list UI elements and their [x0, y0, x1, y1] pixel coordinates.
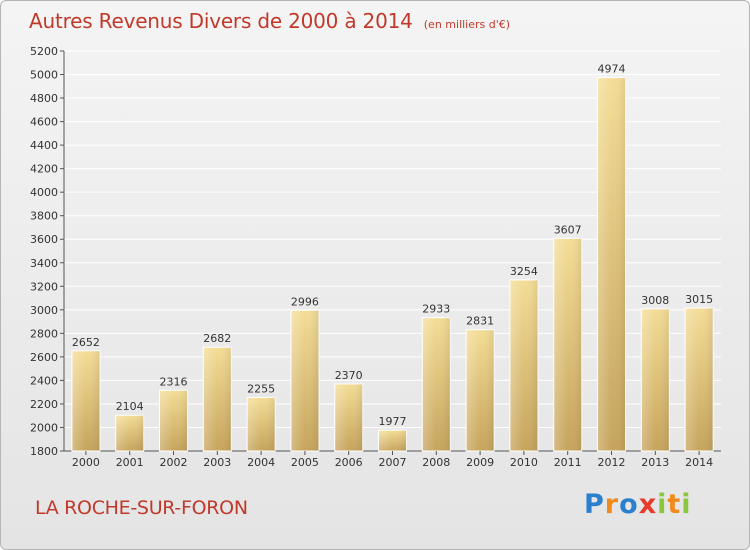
bar-shading [290, 310, 319, 451]
y-tick-label: 3200 [30, 280, 58, 293]
x-tick-label: 2006 [335, 456, 363, 469]
data-label: 2370 [335, 369, 363, 382]
x-tick-label: 2002 [160, 456, 188, 469]
data-label: 3008 [641, 294, 669, 307]
x-tick-label: 2011 [554, 456, 582, 469]
data-label: 3607 [554, 223, 582, 236]
bar-shading [247, 397, 276, 451]
logo-letter: t [667, 489, 682, 520]
x-tick-label: 2004 [247, 456, 275, 469]
y-tick-label: 5000 [30, 69, 58, 82]
logo-letter: P [584, 489, 605, 520]
y-tick-label: 4600 [30, 116, 58, 129]
bar-shading [334, 383, 363, 451]
logo-letter: x [638, 489, 658, 520]
data-label: 1977 [379, 415, 407, 428]
data-label: 2255 [247, 382, 275, 395]
y-tick-label: 4000 [30, 186, 58, 199]
data-label: 2682 [203, 332, 231, 345]
chart-title: Autres Revenus Divers de 2000 à 2014 [29, 9, 413, 33]
x-tick-label: 2007 [379, 456, 407, 469]
x-tick-label: 2003 [203, 456, 231, 469]
y-tick-label: 3600 [30, 233, 58, 246]
bar-shading [553, 238, 582, 451]
x-tick-label: 2008 [422, 456, 450, 469]
data-label: 3015 [685, 293, 713, 306]
bar-shading [685, 308, 714, 451]
y-tick-label: 1800 [30, 445, 58, 458]
bar-shading [71, 350, 100, 451]
bar-shading [159, 390, 188, 451]
y-tick-label: 4200 [30, 163, 58, 176]
proxiti-logo: Proxiti [584, 489, 692, 520]
x-tick-label: 2010 [510, 456, 538, 469]
x-tick-label: 2013 [641, 456, 669, 469]
x-tick-label: 2014 [685, 456, 713, 469]
y-tick-label: 2600 [30, 351, 58, 364]
y-tick-label: 4400 [30, 139, 58, 152]
data-label: 2933 [422, 303, 450, 316]
data-label: 2316 [160, 375, 188, 388]
bar-shading [422, 317, 451, 451]
y-tick-label: 2800 [30, 327, 58, 340]
logo-letter: o [619, 489, 639, 520]
data-label: 2104 [116, 400, 144, 413]
y-tick-label: 2200 [30, 398, 58, 411]
data-label: 2831 [466, 315, 494, 328]
chart-subtitle: (en milliers d'€) [423, 18, 511, 31]
x-tick-label: 2005 [291, 456, 319, 469]
logo-letter: i [657, 489, 668, 520]
logo-letter: i [681, 489, 692, 520]
bar-shading [641, 308, 670, 451]
y-tick-label: 3800 [30, 210, 58, 223]
x-tick-label: 2001 [116, 456, 144, 469]
y-tick-label: 3000 [30, 304, 58, 317]
x-tick-label: 2012 [598, 456, 626, 469]
bar-shading [597, 77, 626, 452]
title-row: Autres Revenus Divers de 2000 à 2014 (en… [29, 9, 510, 33]
x-tick-label: 2009 [466, 456, 494, 469]
bar-shading [203, 347, 232, 451]
data-label: 4974 [598, 63, 626, 76]
data-label: 2996 [291, 295, 319, 308]
location-label: LA ROCHE-SUR-FORON [35, 497, 248, 519]
y-tick-label: 5200 [30, 45, 58, 58]
bar-shading [509, 279, 538, 451]
logo-letter: r [604, 489, 620, 520]
bar-shading [466, 329, 495, 451]
bar-shading [115, 415, 144, 451]
y-tick-label: 2000 [30, 421, 58, 434]
y-tick-label: 3400 [30, 257, 58, 270]
x-tick-label: 2000 [72, 456, 100, 469]
data-label: 2652 [72, 336, 100, 349]
y-tick-label: 4800 [30, 92, 58, 105]
y-tick-label: 2400 [30, 374, 58, 387]
data-label: 3254 [510, 265, 538, 278]
bar-shading [378, 430, 407, 451]
